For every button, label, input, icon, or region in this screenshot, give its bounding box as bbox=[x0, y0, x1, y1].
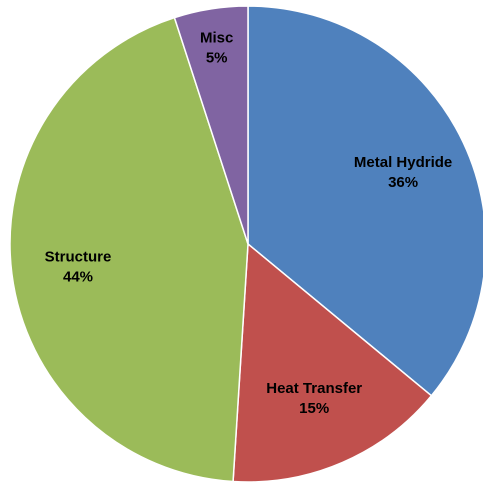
pie-slice-structure bbox=[9, 16, 249, 482]
slice-value-metal-hydride: 36% bbox=[388, 174, 418, 191]
slice-label-metal-hydride: Metal Hydride bbox=[354, 154, 452, 171]
slice-label-heat-transfer: Heat Transfer bbox=[266, 380, 362, 397]
pie-slice-metal-hydride bbox=[247, 5, 483, 397]
pie-labels: Metal Hydride 36% Heat Transfer 15% Structur… bbox=[45, 30, 453, 417]
slice-label-structure: Structure bbox=[45, 249, 112, 266]
pie-slices bbox=[9, 5, 483, 482]
slice-value-misc: 5% bbox=[206, 50, 228, 67]
slice-label-misc: Misc bbox=[200, 30, 233, 47]
slice-value-structure: 44% bbox=[63, 269, 93, 286]
pie-slice-misc bbox=[173, 5, 249, 245]
slice-value-heat-transfer: 15% bbox=[299, 400, 329, 417]
